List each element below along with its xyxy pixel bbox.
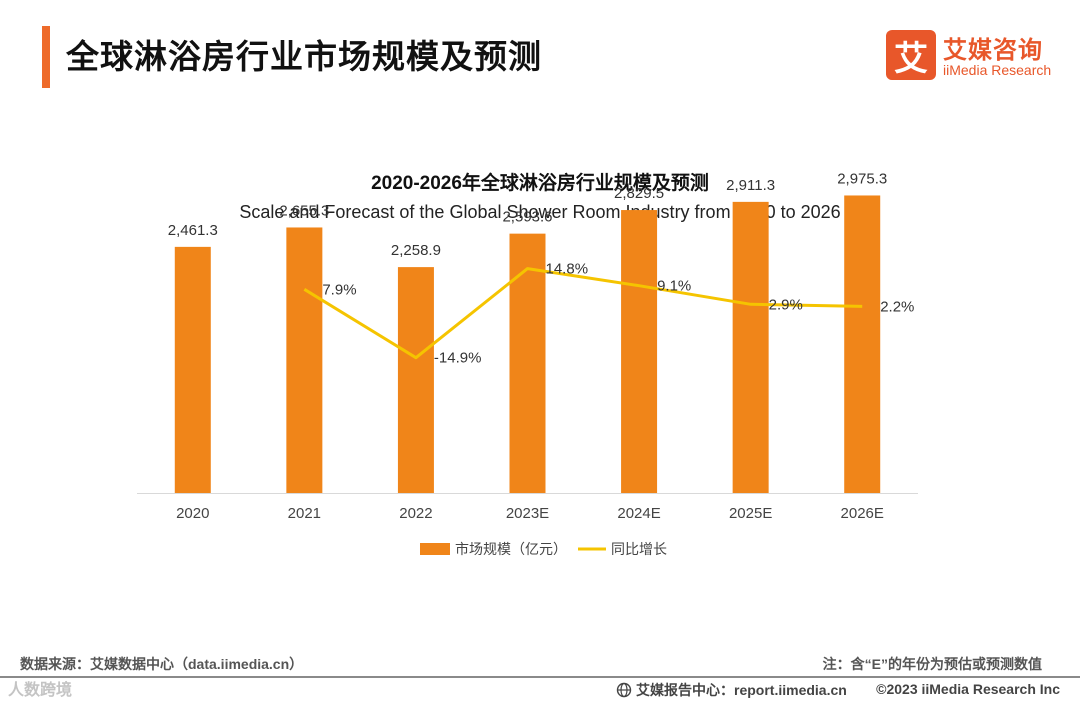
bar-value-label: 2,655.3 [279, 202, 329, 219]
bar-2025e [732, 201, 769, 493]
watermark: 人数跨境 [8, 682, 73, 699]
x-tick-label: 2023E [506, 505, 549, 522]
brand-logo: 艾 艾媒咨询 iiMedia Research [886, 28, 1058, 82]
bar-2026e [844, 195, 881, 493]
chart-subtitle: Scale and Forecast of the Global Shower … [239, 202, 841, 222]
growth-label: 9.1% [657, 278, 691, 295]
legend-bar-label: 市场规模（亿元） [455, 541, 567, 557]
bar-value-label: 2,911.3 [726, 177, 775, 194]
bar-value-label: 2,593.6 [502, 209, 552, 226]
bar-2022 [397, 267, 434, 493]
report-center-text: 艾媒报告中心：report.iimedia.cn [636, 682, 847, 698]
estimate-note: 注：含“E”的年份为预估或预测数值 [822, 656, 1042, 672]
brand-name-en: iiMedia Research [943, 62, 1052, 78]
data-source: 数据来源：艾媒数据中心（data.iimedia.cn） [20, 656, 304, 672]
growth-label: 7.9% [322, 281, 356, 298]
report-center: 艾媒报告中心：report.iimedia.cn [616, 680, 847, 700]
page-title: 全球淋浴房行业市场规模及预测 [66, 38, 542, 75]
bar-2024e [621, 210, 658, 494]
x-tick-label: 2021 [288, 505, 321, 522]
copyright: ©2023 iiMedia Research Inc [876, 681, 1060, 697]
x-tick-label: 2020 [176, 505, 209, 522]
legend-line-label: 同比增长 [611, 541, 667, 557]
x-tick-label: 2025E [729, 505, 772, 522]
growth-line [303, 267, 863, 360]
title-accent-bar [42, 26, 50, 88]
bar-value-label: 2,461.3 [168, 222, 218, 239]
growth-label: 14.8% [546, 261, 589, 278]
bar-value-label: 2,829.5 [614, 185, 664, 202]
x-tick-label: 2022 [399, 505, 432, 522]
globe-icon [616, 682, 632, 698]
legend-bar-swatch [420, 543, 450, 555]
chart-title: 2020-2026年全球淋浴房行业规模及预测 [371, 173, 709, 194]
bar-2020 [174, 246, 211, 493]
growth-label: 2.9% [769, 296, 803, 313]
bar-2021 [286, 227, 323, 493]
x-tick-label: 2026E [841, 505, 884, 522]
footer-divider [0, 676, 1080, 678]
bar-2023e [509, 233, 546, 493]
growth-label: 2.2% [880, 298, 914, 315]
bar-value-label: 2,975.3 [837, 170, 887, 187]
brand-name-cn: 艾媒咨询 [943, 37, 1043, 64]
bar-value-label: 2,258.9 [391, 242, 441, 259]
brand-logo-icon: 艾 [886, 30, 936, 80]
growth-label: -14.9% [434, 350, 482, 367]
x-tick-label: 2024E [617, 505, 660, 522]
